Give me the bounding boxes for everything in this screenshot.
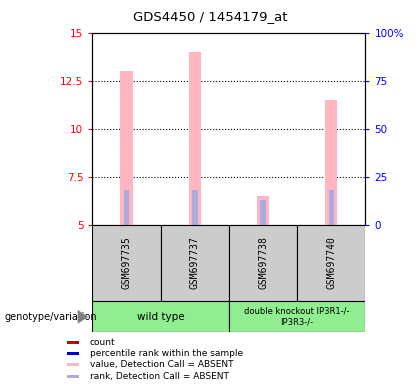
Bar [92, 301, 229, 332]
Bar [297, 225, 365, 301]
Text: GSM697737: GSM697737 [190, 237, 200, 290]
Text: double knockout IP3R1-/-
IP3R3-/-: double knockout IP3R1-/- IP3R3-/- [244, 307, 350, 327]
Bar [67, 376, 79, 378]
Text: GSM697738: GSM697738 [258, 237, 268, 290]
Bar [67, 352, 79, 355]
Text: rank, Detection Call = ABSENT: rank, Detection Call = ABSENT [89, 372, 228, 381]
Text: GSM697735: GSM697735 [121, 237, 131, 290]
Text: GDS4450 / 1454179_at: GDS4450 / 1454179_at [133, 10, 287, 23]
Bar [92, 225, 161, 301]
Text: value, Detection Call = ABSENT: value, Detection Call = ABSENT [89, 360, 233, 369]
Text: percentile rank within the sample: percentile rank within the sample [89, 349, 243, 358]
Bar [229, 225, 297, 301]
Text: genotype/variation: genotype/variation [4, 312, 97, 322]
Text: wild type: wild type [137, 312, 184, 322]
Bar [325, 100, 337, 225]
Bar [124, 190, 129, 225]
Text: GSM697740: GSM697740 [326, 237, 336, 290]
Bar [260, 200, 266, 225]
Bar [189, 52, 201, 225]
Bar [257, 196, 269, 225]
Text: count: count [89, 338, 115, 347]
Bar [229, 301, 365, 332]
Bar [328, 190, 334, 225]
Bar [67, 341, 79, 344]
Bar [161, 225, 229, 301]
Bar [121, 71, 133, 225]
Bar [192, 190, 197, 225]
Bar [67, 363, 79, 366]
